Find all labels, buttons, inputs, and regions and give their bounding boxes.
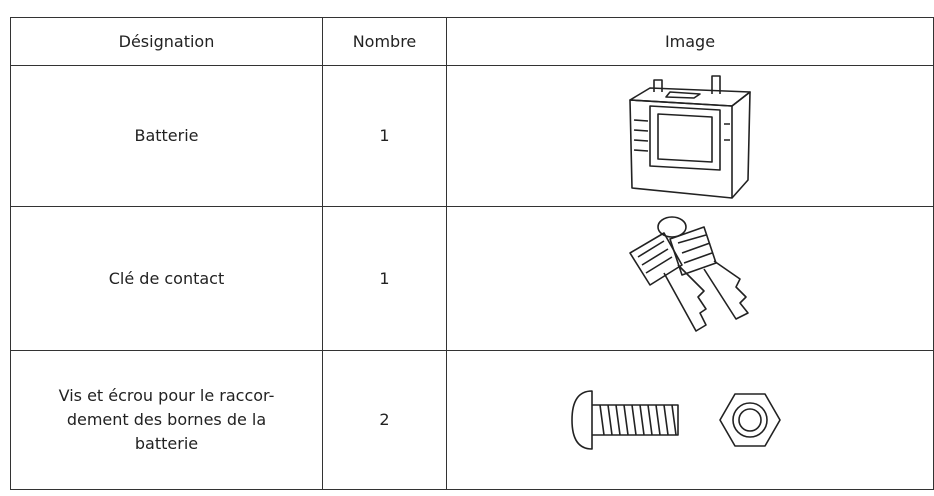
header-cell: Image [446, 17, 934, 66]
bolt-nut-image [571, 390, 781, 450]
header-cell: Désignation [10, 17, 323, 66]
battery-image [629, 75, 751, 199]
cell: 1 [322, 65, 447, 207]
header-row: Désignation Nombre Image [10, 17, 934, 66]
cell [446, 65, 934, 207]
parts-table: Désignation Nombre Image Batterie 1 Clé … [10, 17, 934, 490]
cell [446, 206, 934, 351]
keys-image [629, 215, 749, 332]
quantity: 2 [379, 410, 390, 429]
designation: Vis et écrou pour le raccor- dement des … [58, 386, 275, 453]
cell: 2 [322, 350, 447, 490]
table-row: Batterie 1 [10, 65, 934, 207]
designation: Batterie [134, 126, 199, 145]
quantity: 1 [379, 268, 390, 288]
header-cell: Nombre [322, 17, 447, 66]
cell [446, 350, 934, 490]
cell: Batterie [10, 65, 323, 207]
designation: Clé de contact [108, 268, 225, 288]
cell: Clé de contact [10, 206, 323, 351]
cell: Vis et écrou pour le raccor- dement des … [10, 350, 323, 490]
table-row: Vis et écrou pour le raccor- dement des … [10, 350, 934, 490]
table-row: Clé de contact 1 [10, 206, 934, 351]
cell: 1 [322, 206, 447, 351]
quantity: 1 [379, 126, 390, 145]
